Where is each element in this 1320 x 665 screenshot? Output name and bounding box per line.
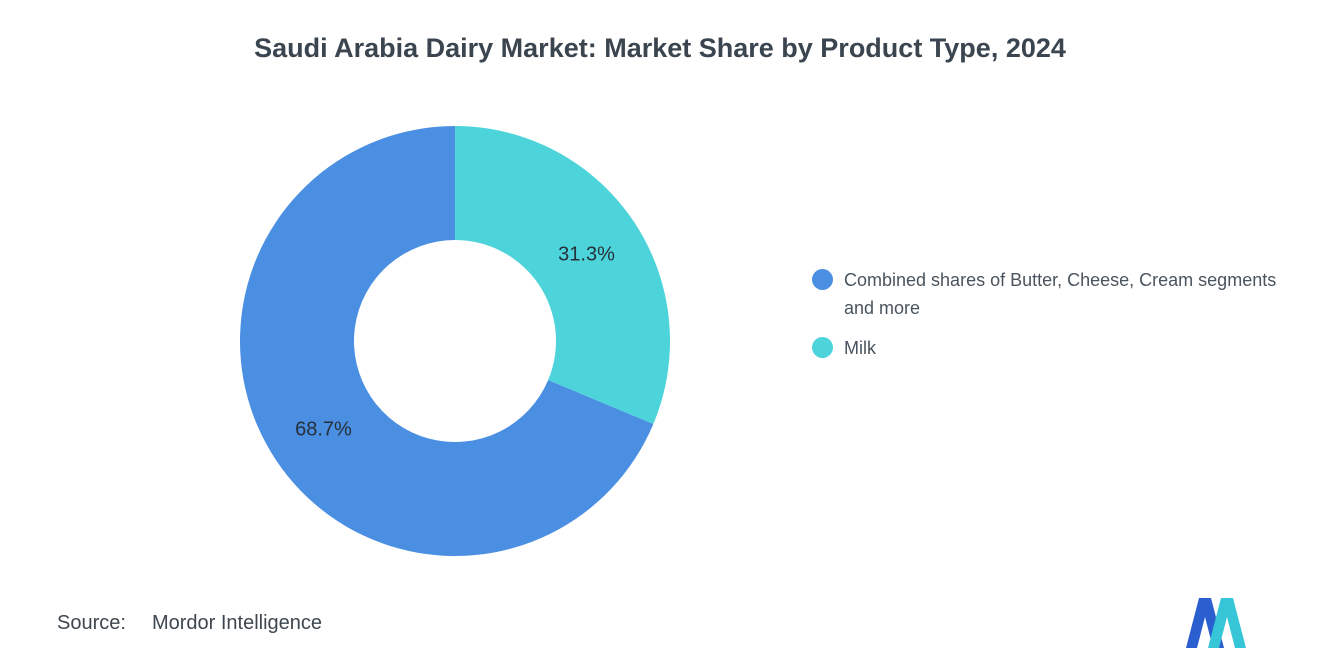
legend-item-milk[interactable]: Milk <box>812 334 1294 362</box>
source-value: Mordor Intelligence <box>151 612 323 634</box>
legend-swatch-milk <box>812 337 833 358</box>
donut-segment-milk[interactable] <box>455 126 670 424</box>
donut-segment-combined[interactable] <box>239 125 654 557</box>
legend: Combined shares of Butter, Cheese, Cream… <box>812 266 1294 362</box>
legend-label-milk: Milk <box>844 338 876 358</box>
legend-swatch-combined <box>812 269 833 290</box>
slice-label-milk: 31.3% <box>558 243 615 265</box>
source-row: Source: Mordor Intelligence <box>57 612 322 635</box>
chart-title: Saudi Arabia Dairy Market: Market Share … <box>254 33 1066 63</box>
logo-right-chevron <box>1208 598 1246 648</box>
slice-label-combined: 68.7% <box>295 419 352 441</box>
legend-label-combined: Combined shares of Butter, Cheese, Cream… <box>844 270 1277 318</box>
legend-item-combined[interactable]: Combined shares of Butter, Cheese, Cream… <box>812 266 1294 322</box>
source-label: Source: <box>57 612 126 634</box>
mordor-logo-icon <box>1186 598 1246 648</box>
